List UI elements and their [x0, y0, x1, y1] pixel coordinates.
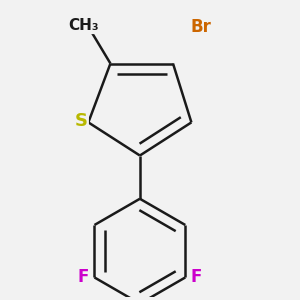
- Text: CH₃: CH₃: [68, 18, 98, 33]
- Text: F: F: [78, 268, 89, 286]
- Text: S: S: [74, 112, 88, 130]
- Text: F: F: [191, 268, 202, 286]
- Text: Br: Br: [191, 18, 212, 36]
